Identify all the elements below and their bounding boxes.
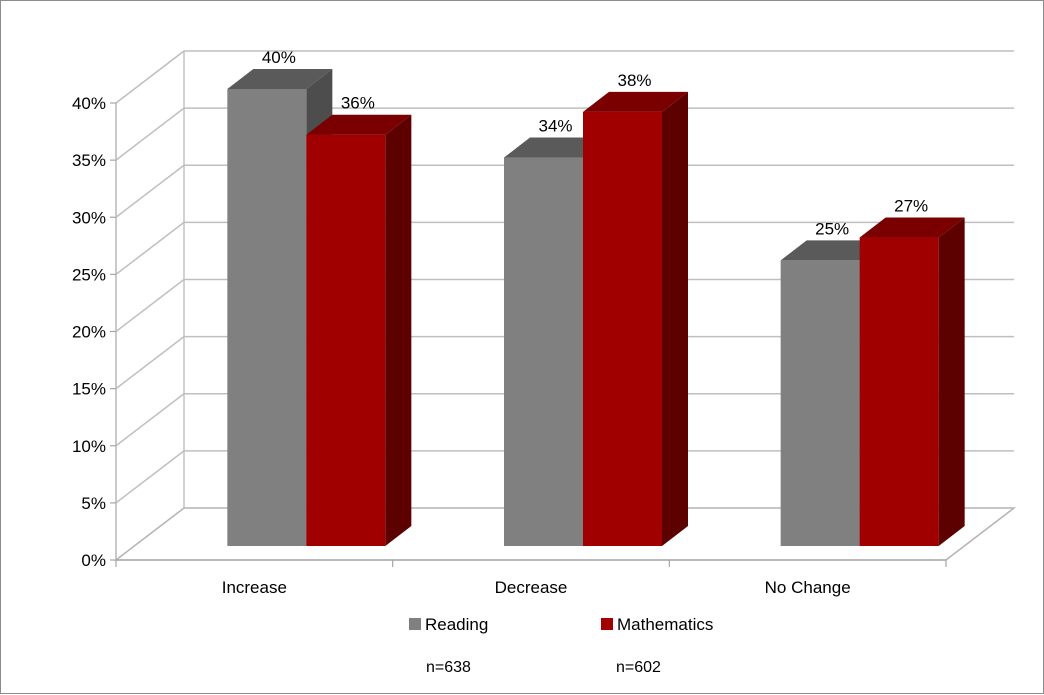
gridline-side	[115, 336, 185, 390]
bar-top-mathematics-increase	[306, 114, 412, 135]
bar-top-reading-increase	[227, 69, 333, 89]
legend: Reading Mathematics	[409, 615, 713, 634]
sample-size-mathematics: n=602	[616, 659, 661, 676]
bar-mathematics-no-change	[859, 237, 939, 546]
data-label-mathematics-no-change: 27%	[894, 197, 928, 216]
bar-reading-decrease	[504, 157, 583, 547]
bar-mathematics-increase	[306, 134, 386, 546]
y-tick-label: 5%	[81, 494, 106, 513]
y-tick-label: 25%	[72, 265, 106, 284]
y-tick-label: 15%	[72, 380, 106, 399]
y-tick-label: 0%	[81, 551, 106, 570]
bar-top-reading-decrease	[504, 137, 609, 158]
y-tick-label: 40%	[72, 94, 106, 113]
bar-side-mathematics-no-change	[938, 217, 965, 546]
bar-reading-no-change	[780, 260, 860, 546]
y-tick-label: 35%	[72, 151, 106, 170]
sample-size-reading: n=638	[426, 659, 471, 676]
bars	[227, 69, 965, 547]
category-labels: Increase Decrease No Change	[222, 578, 851, 597]
bar-side-mathematics-increase	[385, 114, 412, 546]
legend-swatch-mathematics	[601, 618, 613, 630]
gridline-side	[115, 50, 185, 104]
data-label-reading-decrease: 34%	[538, 117, 572, 136]
gridline-side	[115, 393, 185, 447]
y-tick-label: 30%	[72, 208, 106, 227]
bar-mathematics-decrease	[583, 111, 662, 546]
data-label-reading-no-change: 25%	[815, 219, 849, 238]
legend-swatch-reading	[409, 618, 421, 630]
category-label-increase: Increase	[222, 578, 287, 597]
data-label-mathematics-decrease: 38%	[617, 71, 651, 90]
bar-side-mathematics-decrease	[662, 91, 688, 546]
bar-top-mathematics-decrease	[583, 91, 688, 112]
data-labels: 40% 36% 34% 38% 25% 27%	[262, 48, 928, 238]
legend-label-reading: Reading	[425, 615, 488, 634]
y-axis-ticks: 0% 5% 10% 15% 20% 25% 30% 35% 40%	[72, 94, 116, 570]
data-label-reading-increase: 40%	[262, 48, 296, 67]
category-label-no-change: No Change	[765, 578, 851, 597]
gridline-side	[115, 221, 185, 275]
gridline-side	[115, 278, 185, 333]
bar-reading-increase	[227, 89, 307, 546]
gridline-side	[115, 164, 185, 218]
gridline-side	[115, 107, 185, 161]
bar-top-mathematics-no-change	[859, 217, 965, 238]
y-tick-label: 20%	[72, 323, 106, 342]
data-label-mathematics-increase: 36%	[341, 94, 375, 113]
bar-top-reading-no-change	[780, 240, 886, 261]
category-label-decrease: Decrease	[495, 578, 568, 597]
y-tick-label: 10%	[72, 437, 106, 456]
legend-label-mathematics: Mathematics	[617, 615, 713, 634]
gridline-side	[115, 450, 185, 504]
sample-size-notes: n=638 n=602	[426, 659, 661, 676]
